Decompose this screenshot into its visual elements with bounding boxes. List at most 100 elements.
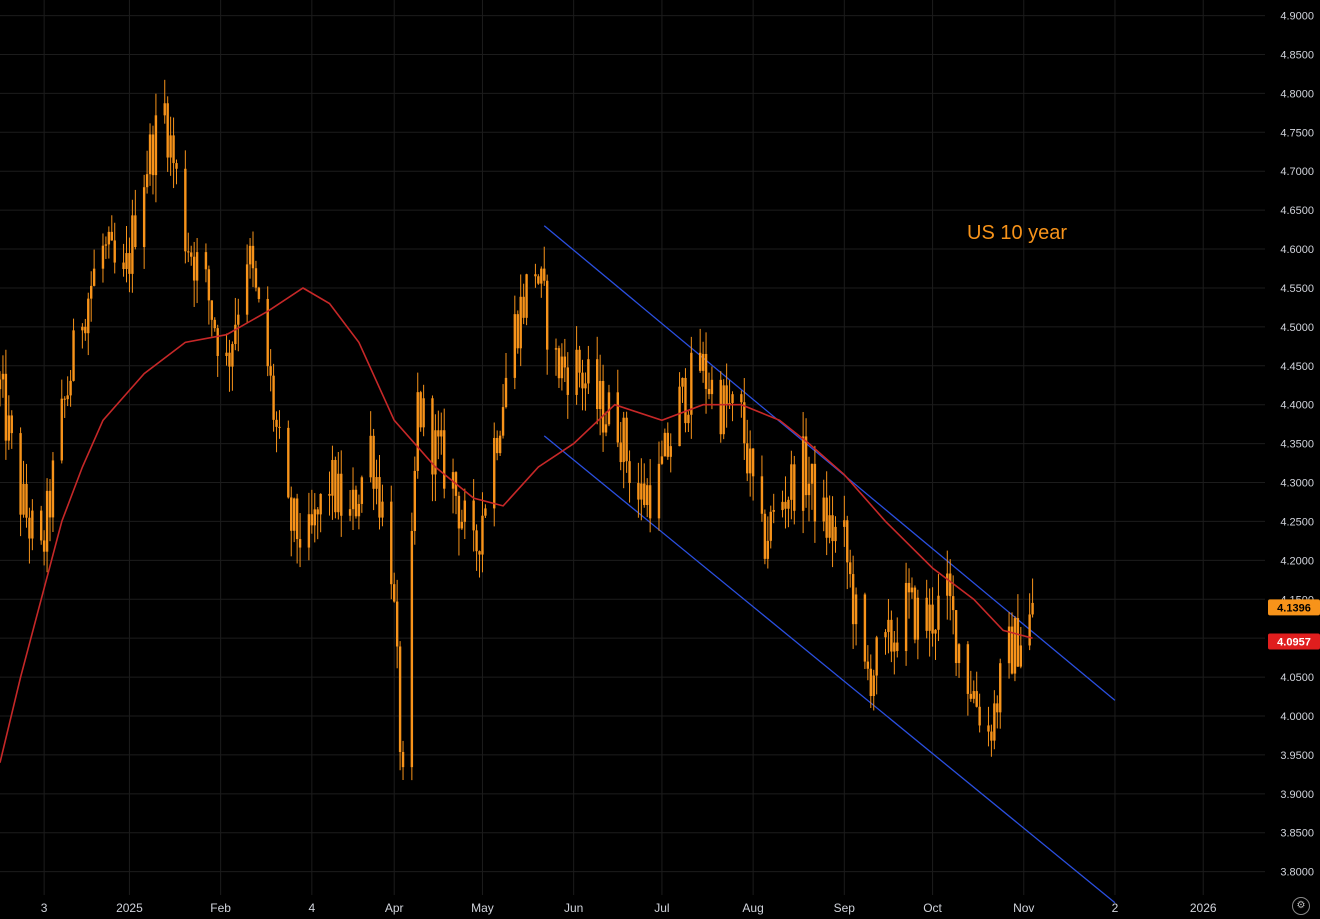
candle-body <box>125 253 128 269</box>
y-tick-label: 4.0500 <box>1280 672 1314 684</box>
candle-body <box>478 551 481 555</box>
candle-body <box>31 510 34 539</box>
candle-body <box>519 296 522 349</box>
x-tick-label: 2026 <box>1190 901 1217 915</box>
candle-body <box>245 264 249 315</box>
candle-body <box>172 135 175 164</box>
candle-body <box>987 725 990 732</box>
candle-body <box>957 644 961 664</box>
candle-body <box>587 359 590 384</box>
candle-body <box>872 675 875 697</box>
candle-body <box>916 597 920 640</box>
candle-body <box>390 501 393 585</box>
candle-body <box>719 379 722 435</box>
candle-body <box>443 430 446 489</box>
candle-body <box>187 251 190 253</box>
candle-body <box>175 163 178 169</box>
candle-body <box>710 379 714 395</box>
candle-body <box>184 168 187 252</box>
candle-body <box>534 274 537 277</box>
x-tick-label: 3 <box>41 901 48 915</box>
candle-body <box>925 597 928 631</box>
trend-channel <box>543 225 1116 904</box>
candle-body <box>707 388 711 395</box>
candle-body <box>884 632 887 638</box>
candle-body <box>190 252 193 257</box>
candle-body <box>354 489 358 517</box>
x-tick-label: Sep <box>834 901 856 915</box>
y-tick-label: 4.3000 <box>1280 478 1314 490</box>
candle-body <box>928 604 931 631</box>
candle-body <box>949 573 952 597</box>
candle-body <box>581 372 584 389</box>
candle-body <box>725 385 728 405</box>
candle-body <box>266 298 269 367</box>
x-axis: 3 2025 Feb 4 Apr May Jun Jul Aug Sep Oct Nov 2 2026 <box>41 901 1217 915</box>
candle-body <box>893 642 896 652</box>
x-tick-label: May <box>471 901 494 915</box>
candle-body <box>637 483 640 500</box>
gridlines <box>0 0 1265 895</box>
y-tick-label: 4.7000 <box>1280 166 1314 178</box>
candle-body <box>195 252 199 281</box>
y-tick-label: 4.5500 <box>1280 283 1314 295</box>
x-tick-label: 2 <box>1112 901 1119 915</box>
candle-body <box>560 356 564 379</box>
candle-body <box>834 526 837 542</box>
candle-body <box>142 187 146 248</box>
candle-body <box>254 268 258 288</box>
candle-body <box>851 574 855 625</box>
candle-body <box>975 691 978 707</box>
candle-body <box>251 245 255 269</box>
candle-body <box>316 509 319 515</box>
candle-body <box>331 459 334 496</box>
candle-body <box>313 509 316 526</box>
candle-body <box>625 417 628 462</box>
candle-body <box>287 427 290 498</box>
candle-body <box>516 314 519 349</box>
candle-body <box>584 383 587 389</box>
candle-body <box>907 582 911 593</box>
candle-body <box>854 594 858 625</box>
candle-body <box>1031 602 1034 615</box>
candle-body <box>607 392 611 425</box>
candle-body <box>42 540 46 552</box>
candle-body <box>934 629 937 634</box>
candle-body <box>131 215 134 274</box>
settings-icon[interactable]: ⚙ <box>1292 897 1310 915</box>
candle-body <box>660 456 664 464</box>
candle-body <box>60 398 63 461</box>
candle-body <box>92 268 96 286</box>
candle-body <box>522 296 525 318</box>
candle-body <box>231 344 234 367</box>
candle-body <box>69 380 72 396</box>
candle-body <box>475 530 478 552</box>
candle-body <box>969 693 973 699</box>
candle-body <box>684 377 687 424</box>
candle-body <box>434 430 437 475</box>
price-badges: 4.1396 4.0957 <box>1268 599 1320 650</box>
candle-body <box>801 436 805 511</box>
candle-body <box>628 461 631 484</box>
candle-body <box>763 513 767 559</box>
candle-body <box>192 256 196 281</box>
candle-body <box>843 520 846 527</box>
candle-body <box>669 446 672 457</box>
candle-body <box>163 103 166 116</box>
y-tick-label: 4.9000 <box>1280 11 1314 23</box>
candle-body <box>72 330 75 381</box>
chart-title: US 10 year <box>967 222 1067 244</box>
x-tick-label: Aug <box>742 901 763 915</box>
candle-body <box>66 395 69 400</box>
candle-body <box>540 268 543 284</box>
y-tick-label: 4.8000 <box>1280 88 1314 100</box>
candle-body <box>395 601 399 647</box>
candle-body <box>604 424 608 433</box>
candle-body <box>622 417 625 463</box>
candle-body <box>295 498 299 540</box>
candle-body <box>257 287 261 299</box>
candle-body <box>910 587 914 593</box>
candle-body <box>269 366 272 376</box>
y-tick-label: 4.3500 <box>1280 439 1314 451</box>
